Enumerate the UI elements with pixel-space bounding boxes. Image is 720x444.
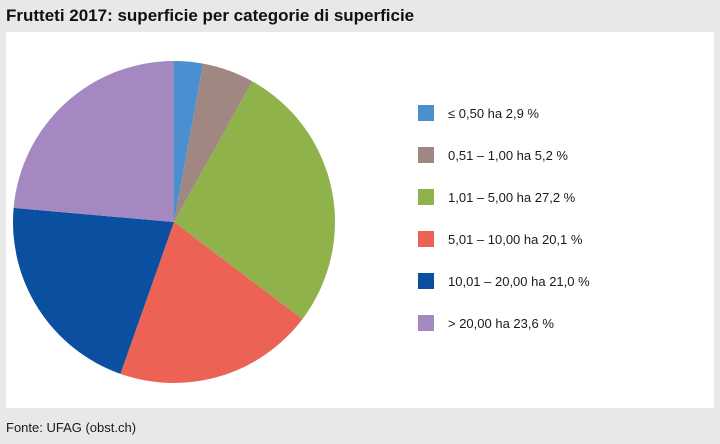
- pie-slice-2: [174, 63, 253, 222]
- legend-swatch: [418, 147, 434, 163]
- pie-chart: [12, 61, 335, 383]
- legend-label: 1,01 – 5,00 ha 27,2 %: [448, 190, 576, 205]
- legend-label: ≤ 0,50 ha 2,9 %: [448, 106, 539, 121]
- legend-swatch: [418, 231, 434, 247]
- legend-label: > 20,00 ha 23,6 %: [448, 316, 554, 331]
- chart-panel: ≤ 0,50 ha 2,9 % 0,51 – 1,00 ha 5,2 % 1,01 …: [6, 32, 714, 408]
- pie-slice-4: [120, 222, 303, 383]
- legend-label: 5,01 – 10,00 ha 20,1 %: [448, 232, 583, 247]
- legend-label: 10,01 – 20,00 ha 21,0 %: [448, 274, 590, 289]
- pie-slice-1: [174, 61, 204, 222]
- legend-label: 0,51 – 1,00 ha 5,2 %: [448, 148, 568, 163]
- pie-slice-5: [12, 207, 175, 374]
- legend-swatch: [418, 105, 434, 121]
- legend-swatch: [418, 189, 434, 205]
- pie-slice-3: [174, 81, 335, 320]
- chart-title: Frutteti 2017: superficie per categorie …: [6, 6, 415, 25]
- pie-slice-6: [13, 61, 175, 222]
- legend-swatch: [418, 273, 434, 289]
- legend-swatch: [418, 315, 434, 331]
- source-note: Fonte: UFAG (obst.ch): [6, 420, 137, 435]
